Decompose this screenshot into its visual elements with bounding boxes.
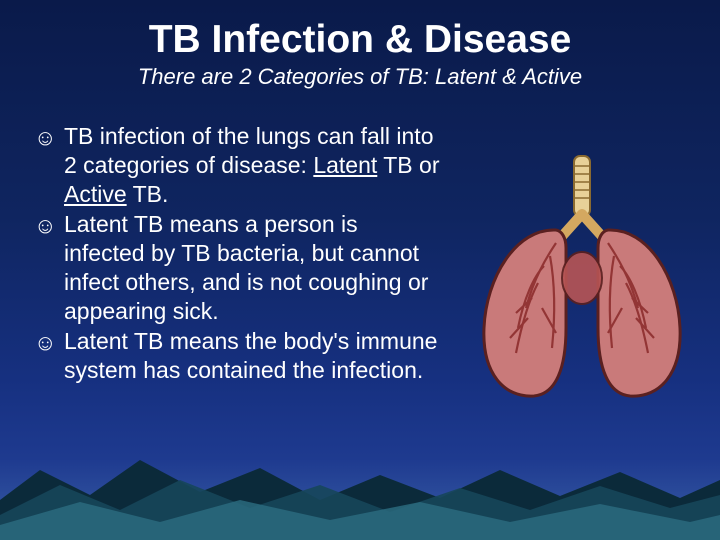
bullet-item: ☺ Latent TB means the body's immune syst… — [34, 327, 440, 385]
bullet-text: TB infection of the lungs can fall into … — [64, 123, 440, 207]
bullet-item: ☺ TB infection of the lungs can fall int… — [34, 122, 440, 208]
lungs-illustration — [456, 148, 706, 408]
bullet-text: Latent TB means a person is infected by … — [64, 211, 428, 323]
mountains-decoration — [0, 430, 720, 540]
bullet-icon: ☺ — [34, 329, 56, 357]
bullet-text: Latent TB means the body's immune system… — [64, 328, 437, 383]
bullet-icon: ☺ — [34, 124, 56, 152]
bullet-icon: ☺ — [34, 212, 56, 240]
slide-subtitle: There are 2 Categories of TB: Latent & A… — [0, 64, 720, 90]
bullet-item: ☺ Latent TB means a person is infected b… — [34, 210, 440, 325]
slide-title: TB Infection & Disease — [0, 0, 720, 62]
bullet-list: ☺ TB infection of the lungs can fall int… — [0, 122, 440, 385]
